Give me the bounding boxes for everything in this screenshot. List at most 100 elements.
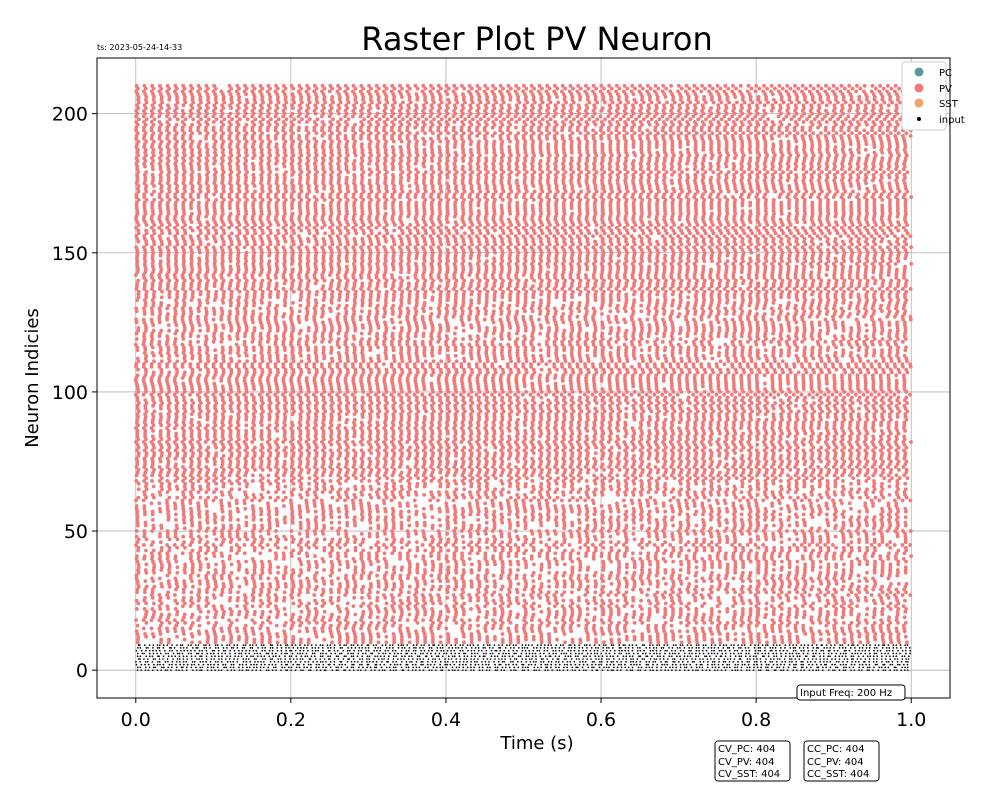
- pv-spike: [446, 565, 451, 570]
- pv-spike: [391, 615, 396, 620]
- pv-spike: [531, 584, 536, 589]
- pv-spike: [329, 623, 333, 628]
- pv-spike: [640, 467, 645, 472]
- pv-spike: [753, 498, 758, 503]
- pv-spike: [438, 545, 443, 550]
- pv-spike: [646, 598, 651, 603]
- pv-spike: [857, 579, 862, 584]
- pv-spike: [872, 479, 876, 483]
- pv-spike: [856, 584, 861, 589]
- pv-spike: [392, 637, 396, 642]
- pv-spike: [276, 570, 280, 575]
- pv-spike: [577, 595, 581, 600]
- pv-spike: [219, 490, 224, 494]
- pv-spike: [770, 618, 775, 622]
- pv-spike: [718, 640, 723, 645]
- pv-spike: [436, 593, 441, 597]
- pv-spike: [741, 620, 745, 625]
- pv-spike: [857, 515, 862, 520]
- pv-spike: [507, 531, 512, 536]
- pv-spike: [229, 570, 234, 575]
- pv-spike: [733, 637, 738, 642]
- pv-spike: [352, 595, 357, 600]
- pv-spike: [663, 509, 668, 514]
- pv-spike: [173, 593, 177, 597]
- pv-spike: [423, 548, 428, 553]
- pv-spike: [818, 534, 822, 539]
- pv-spike: [508, 545, 513, 550]
- pv-spike: [709, 526, 714, 531]
- pv-spike: [415, 481, 420, 486]
- pv-spike: [499, 598, 504, 603]
- pv-spike: [583, 593, 588, 597]
- pv-spike: [834, 620, 838, 625]
- pv-spike: [538, 573, 543, 578]
- pv-spike: [336, 595, 341, 600]
- pv-spike: [321, 587, 326, 592]
- pv-spike: [485, 584, 490, 589]
- pv-spike: [785, 529, 789, 533]
- pv-spike: [872, 537, 877, 542]
- pv-spike: [818, 559, 823, 564]
- pv-spike: [684, 604, 689, 609]
- pv-spike: [762, 587, 767, 592]
- pv-spike: [361, 620, 366, 625]
- pv-spike: [894, 595, 899, 600]
- pv-spike: [260, 609, 265, 614]
- pv-spike: [485, 640, 490, 645]
- pv-spike: [578, 640, 583, 645]
- pv-spike: [748, 620, 753, 625]
- pv-spike: [787, 570, 792, 575]
- pv-spike: [242, 604, 247, 609]
- pv-spike: [221, 515, 225, 520]
- pv-spike: [903, 620, 908, 625]
- pv-spike: [141, 618, 146, 622]
- pv-spike: [562, 609, 567, 614]
- pv-spike: [695, 640, 699, 645]
- pv-spike: [157, 604, 162, 609]
- pv-spike: [865, 570, 869, 575]
- pv-spike: [454, 640, 459, 645]
- pv-spike: [833, 612, 838, 617]
- pv-spike: [878, 626, 883, 631]
- pv-spike: [509, 476, 514, 481]
- pv-spike: [297, 556, 302, 561]
- pv-spike: [500, 620, 505, 625]
- pv-spike: [134, 607, 139, 611]
- pv-spike: [593, 590, 598, 595]
- pv-spike: [346, 487, 350, 492]
- pv-spike: [454, 545, 459, 550]
- pv-spike: [469, 568, 474, 572]
- pv-spike: [787, 620, 792, 625]
- pv-spike: [624, 570, 629, 575]
- pv-spike: [623, 504, 627, 508]
- pv-spike: [578, 545, 583, 550]
- pv-spike: [648, 467, 653, 472]
- pv-spike: [780, 637, 784, 642]
- pv-spike: [477, 559, 481, 564]
- pv-spike: [568, 529, 573, 533]
- pv-spike: [632, 487, 637, 492]
- pv-spike: [719, 476, 723, 481]
- pv-spike: [499, 512, 504, 517]
- pv-spike: [451, 498, 456, 503]
- pv-spike: [539, 637, 544, 642]
- pv-spike: [670, 629, 674, 634]
- pv-spike: [468, 598, 473, 603]
- pv-spike: [584, 626, 588, 631]
- pv-spike: [625, 562, 629, 567]
- pv-spike: [764, 523, 769, 528]
- pv-spike: [507, 518, 512, 522]
- pv-spike: [281, 498, 286, 503]
- pv-spike: [205, 637, 210, 642]
- pv-spike: [733, 609, 737, 614]
- pv-spike: [159, 582, 164, 586]
- pv-spike: [421, 529, 426, 533]
- pv-spike: [547, 545, 552, 550]
- pv-spike: [624, 637, 629, 642]
- pv-spike: [810, 584, 815, 589]
- pv-spike: [555, 487, 560, 492]
- pv-spike: [414, 598, 418, 603]
- pv-spike: [663, 582, 668, 586]
- pv-spike: [175, 620, 180, 625]
